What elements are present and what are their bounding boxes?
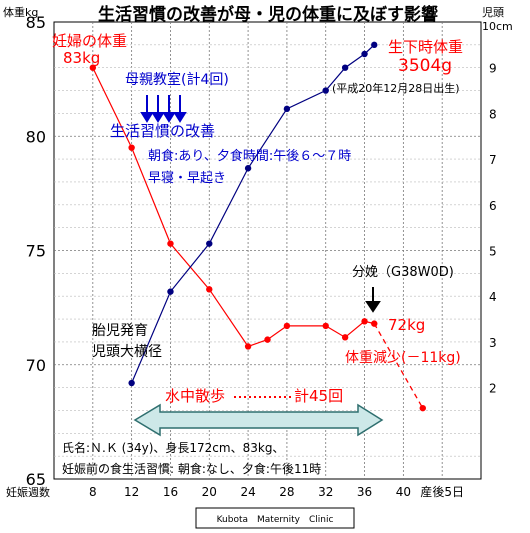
x-tick-label: 8 [89,485,97,499]
right-tick-label: 6 [489,199,497,213]
series-point [341,64,349,71]
series-point [244,343,252,350]
series-point [361,318,368,325]
x-axis-label: 妊娠週数 [6,485,50,499]
series-point [167,288,174,295]
early-label: 早寝・早起き [148,170,226,186]
breakfast-label: 朝食:あり、夕食時間:午後６～７時 [148,148,351,164]
walk-total-label: 計45回 [294,387,343,405]
x-tick-label: 12 [124,485,139,499]
right-tick-label: 2 [489,382,497,396]
birth-weight-label: 生下時体重 [388,38,463,56]
fetal-label-1: 胎児発育 [92,323,148,339]
series-point [283,322,291,330]
series-point [419,404,426,412]
right-tick-label: 4 [489,290,497,304]
weight-loss-label: 体重減少(－11kg) [345,349,461,366]
right-axis-label-1: 児頭 [482,6,504,19]
clinic-label: Kubota Maternity Clinic [217,515,334,525]
delivery-arrow [365,287,381,313]
x-tick-label: 32 [318,485,333,499]
series-point [371,41,378,49]
left-tick-label: 85 [26,13,46,32]
maternal-weight-value: 83kg [63,49,100,67]
x-tick-label: 28 [279,485,294,499]
fetal-label-2: 児頭大横径 [92,344,162,360]
series-point [89,64,97,71]
right-tick-label: 3 [489,336,497,350]
series-point [322,322,329,330]
series-point [341,334,349,341]
right-tick-label: 7 [489,153,497,167]
right-axis-label-2: 10cm [482,20,513,33]
series-point [264,336,271,343]
right-tick-label: 8 [489,107,497,121]
walk-period-arrow [133,403,384,437]
final-weight-label: 72kg [388,316,425,334]
left-axis-label: 体重kg [3,5,38,19]
class-arrows [140,95,187,123]
right-axis: 2 3 4 5 6 7 8 9 [489,62,497,396]
series-line [373,323,424,409]
chart-title: 生活習慣の改善が母・児の体重に及ぼす影響 [98,4,438,25]
right-tick-label: 9 [489,62,497,76]
series-point [322,87,329,94]
walk-label: 水中散歩 [165,387,225,405]
left-tick-label: 80 [26,127,46,146]
class-label: 母親教室(計4回) [125,71,229,88]
before-habits: 妊娠前の食生活習慣: 朝食:なし、夕食:午後11時 [62,461,321,476]
series-point [244,165,252,172]
x-tick-label: 16 [163,485,178,499]
series-point [128,144,135,151]
x-tick-label: 36 [357,485,372,499]
left-tick-label: 75 [26,242,46,261]
left-axis: 65 70 75 80 85 [26,13,46,489]
x-tick-label: 24 [240,485,255,499]
series-point [167,240,174,247]
left-tick-label: 70 [26,356,46,375]
birth-date: (平成20年12月28日出生) [332,81,460,95]
left-tick-label: 65 [26,470,46,489]
series-point [128,379,135,387]
birth-weight-value: 3504g [398,56,452,76]
series-line [92,67,375,348]
x-axis: 8 12 16 20 24 28 32 36 40 産後5日 [89,484,464,499]
right-tick-label: 5 [489,245,497,259]
series-point [283,105,291,113]
series-point [206,240,213,247]
x-tick-label: 20 [202,485,217,499]
improvement-label: 生活習慣の改善 [110,122,215,140]
delivery-label: 分娩（G38W0D) [352,265,454,280]
series-group [89,41,426,412]
maternal-weight-label: 妊婦の体重 [52,32,127,50]
series-point [361,50,368,58]
series-point [206,286,213,293]
x-tick-label: 産後5日 [420,484,464,499]
clinic-box [195,507,355,529]
patient-info: 氏名:Ｎ.Ｋ (34y)、身長172cm、83kg、 [62,440,284,455]
x-tick-label: 40 [396,485,411,499]
